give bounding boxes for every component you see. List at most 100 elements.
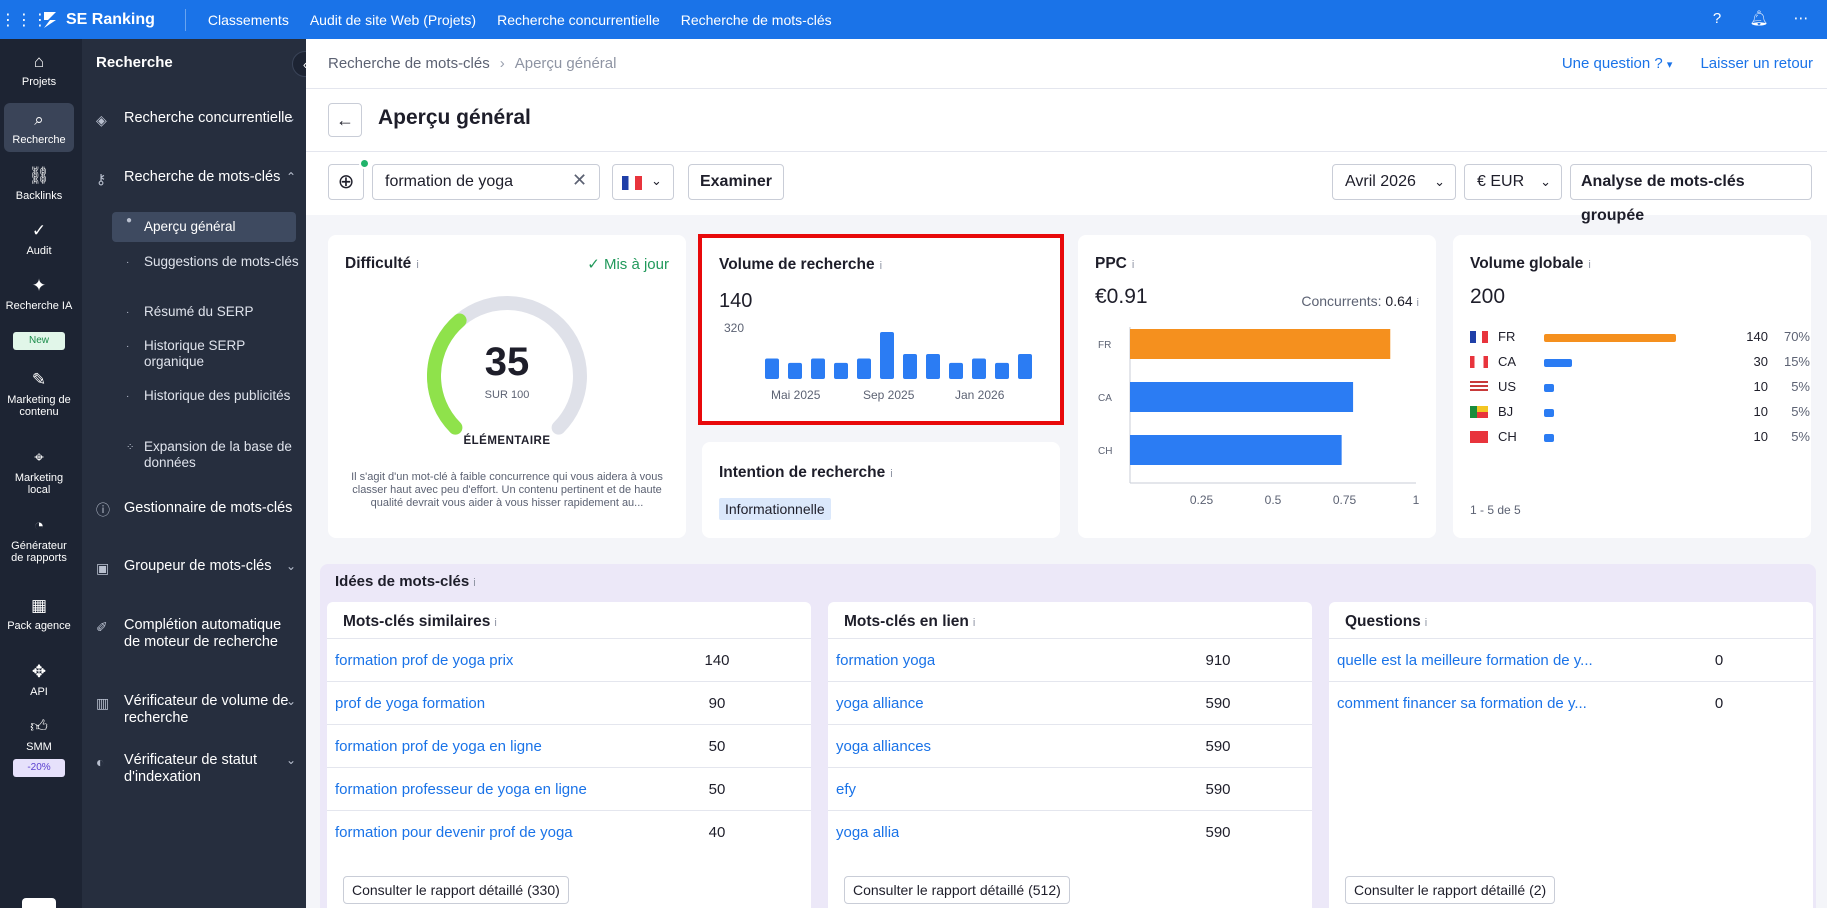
avatar[interactable]: VL bbox=[22, 898, 56, 908]
topnav-competitive[interactable]: Recherche concurrentielle bbox=[497, 11, 660, 28]
country-row: CH 10 5% bbox=[1470, 428, 1810, 448]
sidebar-item-groupeur[interactable]: ▣ Groupeur de mots-clés ⌄ bbox=[96, 558, 296, 576]
country-percent: 5% bbox=[1791, 429, 1810, 444]
info-icon[interactable]: i bbox=[1424, 617, 1428, 629]
keyword-link[interactable]: yoga allia bbox=[836, 824, 900, 841]
info-icon[interactable]: i bbox=[879, 260, 883, 272]
rail-reports[interactable]: ◔ Générateur de rapports bbox=[4, 515, 74, 564]
country-select[interactable]: ⌄ bbox=[612, 164, 674, 200]
examine-button[interactable]: Examiner bbox=[688, 164, 784, 200]
keyword-link[interactable]: formation pour devenir prof de yoga bbox=[335, 824, 573, 841]
questions-report-button[interactable]: Consulter le rapport détaillé (2) bbox=[1345, 876, 1556, 904]
topnav-keywords[interactable]: Recherche de mots-clés bbox=[680, 11, 832, 28]
bell-icon[interactable]: 🔔︎ bbox=[1749, 10, 1769, 27]
volume-bar[interactable] bbox=[880, 332, 894, 379]
volume-bar[interactable] bbox=[765, 358, 779, 379]
country-code: FR bbox=[1498, 329, 1516, 344]
topnav-audit[interactable]: Audit de site Web (Projets) bbox=[309, 11, 477, 28]
rail-projets[interactable]: ⌂ Projets bbox=[4, 51, 74, 88]
check-icon: ✓ bbox=[587, 256, 600, 273]
keyword-link[interactable]: yoga alliance bbox=[836, 695, 924, 712]
apps-grid-icon[interactable]: ⋮⋮⋮ bbox=[0, 11, 48, 29]
month-select[interactable]: Avril 2026 ⌄ bbox=[1332, 164, 1456, 200]
rail-marketing-local[interactable]: ⌖ Marketing local bbox=[4, 447, 74, 496]
sidebar-item-index-checker[interactable]: ◐ Vérificateur de statut d'indexation ⌄ bbox=[96, 752, 296, 786]
sidebar-item-concurrentielle[interactable]: ◈ Recherche concurrentielle ⌄ bbox=[96, 110, 296, 128]
info-icon[interactable]: i bbox=[1416, 297, 1419, 309]
breadcrumb-current: Aperçu général bbox=[514, 55, 617, 72]
breadcrumb-parent[interactable]: Recherche de mots-clés bbox=[328, 55, 490, 72]
info-icon[interactable]: i bbox=[494, 617, 497, 629]
info-icon[interactable]: i bbox=[890, 468, 893, 480]
sidebar-item-completion[interactable]: ✐ Complétion automatique de moteur de rec… bbox=[96, 617, 296, 651]
volume-bar[interactable] bbox=[926, 354, 940, 379]
chevron-down-icon: ⌄ bbox=[651, 173, 662, 188]
volume-bar[interactable] bbox=[1018, 354, 1032, 379]
sidebar-sub-serp-history[interactable]: · Historique SERP organique bbox=[112, 338, 302, 370]
more-icon[interactable]: ⋯ bbox=[1793, 10, 1809, 27]
info-icon[interactable]: i bbox=[473, 577, 476, 589]
volume-bar[interactable] bbox=[972, 358, 986, 379]
ppc-bar[interactable] bbox=[1130, 382, 1354, 412]
chevron-down-icon: ⌄ bbox=[285, 111, 296, 125]
sidebar-item-volume-checker[interactable]: ▥ Vérificateur de volume de recherche ⌄ bbox=[96, 693, 296, 727]
rail-recherche[interactable]: ⌕ Recherche bbox=[4, 103, 74, 152]
keyword-link[interactable]: formation professeur de yoga en ligne bbox=[335, 781, 587, 798]
volume-bar[interactable] bbox=[949, 362, 963, 379]
info-icon[interactable]: i bbox=[972, 617, 976, 629]
info-icon[interactable]: i bbox=[1588, 259, 1591, 271]
questions-title: Questions i bbox=[1345, 613, 1427, 631]
x-label-jan-2026: Jan 2026 bbox=[955, 388, 1005, 402]
volume-bar[interactable] bbox=[788, 362, 802, 379]
sidebar-sub-suggestions[interactable]: · Suggestions de mots-clés bbox=[112, 254, 302, 270]
rail-api[interactable]: ✥ API bbox=[4, 661, 74, 698]
country-volume: 30 bbox=[1753, 354, 1768, 369]
bullet-icon: · bbox=[126, 307, 130, 318]
keyword-link[interactable]: formation yoga bbox=[836, 652, 936, 669]
keyword-link[interactable]: comment financer sa formation de y... bbox=[1337, 695, 1587, 712]
global-volume-title-text: Volume globale bbox=[1470, 255, 1584, 272]
rail-pack-agence[interactable]: ▦ Pack agence bbox=[4, 595, 74, 632]
volume-bar[interactable] bbox=[834, 362, 848, 379]
help-icon[interactable]: ? bbox=[1712, 10, 1722, 27]
topnav-classements[interactable]: Classements bbox=[207, 11, 289, 28]
rail-marketing-contenu[interactable]: ✎ Marketing de contenu bbox=[4, 369, 74, 418]
bulk-analysis-button[interactable]: Analyse de mots-clés groupée bbox=[1570, 164, 1812, 224]
similar-report-button[interactable]: Consulter le rapport détaillé (330) bbox=[343, 876, 569, 904]
add-icon[interactable]: ⊕ bbox=[328, 164, 364, 200]
brand[interactable]: SE Ranking bbox=[40, 8, 186, 31]
sidebar-sub-apercu[interactable]: ● Aperçu général bbox=[112, 212, 296, 242]
info-icon[interactable]: i bbox=[1131, 259, 1135, 271]
rail-smm[interactable]: 👍︎ SMM bbox=[4, 716, 74, 753]
sidebar-sub-ads-history[interactable]: · Historique des publicités bbox=[112, 388, 302, 404]
keyword-link[interactable]: quelle est la meilleure formation de y..… bbox=[1337, 652, 1593, 669]
feedback-link[interactable]: Laisser un retour bbox=[1700, 55, 1813, 72]
info-icon[interactable]: i bbox=[416, 259, 419, 271]
sidebar-item-mots-cles[interactable]: ⚷ Recherche de mots-clés ⌃ bbox=[96, 169, 296, 187]
country-code: CH bbox=[1498, 429, 1517, 444]
keyword-link[interactable]: efy bbox=[836, 781, 857, 798]
volume-bar[interactable] bbox=[903, 354, 917, 379]
keyword-link[interactable]: prof de yoga formation bbox=[335, 695, 486, 712]
question-dropdown[interactable]: Une question ? ▾ bbox=[1562, 55, 1673, 72]
keyword-link[interactable]: yoga alliances bbox=[836, 738, 932, 755]
sidebar-item-gestionnaire[interactable]: ⓘ Gestionnaire de mots-clés bbox=[96, 500, 296, 518]
clear-icon[interactable]: ✕ bbox=[572, 170, 588, 190]
ppc-bar[interactable] bbox=[1130, 435, 1342, 465]
sidebar-sub-expansion[interactable]: ⁘ Expansion de la base de données bbox=[112, 439, 302, 471]
volume-bar[interactable] bbox=[995, 362, 1009, 379]
rail-recherche-ia[interactable]: ✦ Recherche IA bbox=[4, 275, 74, 312]
keyword-link[interactable]: formation prof de yoga prix bbox=[335, 652, 514, 669]
country-share-bar bbox=[1544, 384, 1554, 392]
volume-bar[interactable] bbox=[857, 358, 871, 379]
keyword-link[interactable]: formation prof de yoga en ligne bbox=[335, 738, 542, 755]
ppc-bar[interactable] bbox=[1130, 329, 1391, 359]
rail-audit[interactable]: ✓ Audit bbox=[4, 220, 74, 257]
volume-bar[interactable] bbox=[811, 358, 825, 379]
currency-select[interactable]: € EUR ⌄ bbox=[1464, 164, 1562, 200]
sidebar-sub-serp[interactable]: · Résumé du SERP bbox=[112, 304, 302, 320]
keyword-search-input[interactable] bbox=[372, 164, 600, 200]
rail-backlinks[interactable]: ⛓ Backlinks bbox=[4, 165, 74, 202]
back-arrow-icon[interactable]: ← bbox=[328, 103, 362, 137]
related-report-button[interactable]: Consulter le rapport détaillé (512) bbox=[844, 876, 1070, 904]
